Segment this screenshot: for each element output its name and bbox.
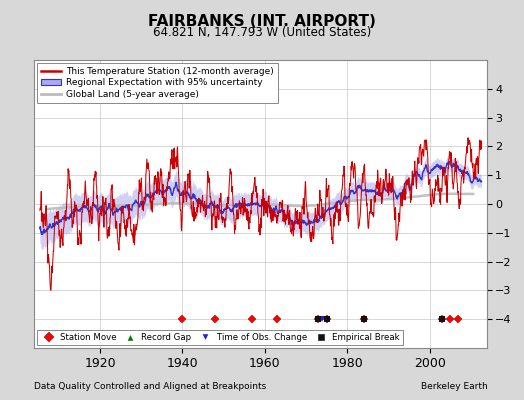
Text: Data Quality Controlled and Aligned at Breakpoints: Data Quality Controlled and Aligned at B… — [34, 382, 266, 391]
Legend: Station Move, Record Gap, Time of Obs. Change, Empirical Break: Station Move, Record Gap, Time of Obs. C… — [37, 330, 403, 346]
Y-axis label: Temperature Anomaly (°C): Temperature Anomaly (°C) — [522, 130, 524, 278]
Text: Berkeley Earth: Berkeley Earth — [421, 382, 487, 391]
Text: 64.821 N, 147.793 W (United States): 64.821 N, 147.793 W (United States) — [153, 26, 371, 39]
Text: FAIRBANKS (INT. AIRPORT): FAIRBANKS (INT. AIRPORT) — [148, 14, 376, 29]
